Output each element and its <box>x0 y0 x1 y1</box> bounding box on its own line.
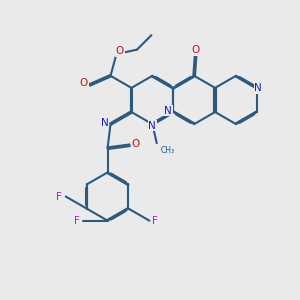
Text: F: F <box>74 216 80 226</box>
Text: N: N <box>164 106 172 116</box>
Text: N: N <box>254 83 262 93</box>
Text: N: N <box>148 121 156 130</box>
Text: O: O <box>80 79 88 88</box>
Text: F: F <box>152 216 158 226</box>
Text: CH₃: CH₃ <box>160 146 174 155</box>
Text: F: F <box>56 191 62 202</box>
Text: N: N <box>101 118 109 128</box>
Text: O: O <box>191 45 200 55</box>
Text: O: O <box>131 139 140 149</box>
Text: O: O <box>116 46 124 56</box>
